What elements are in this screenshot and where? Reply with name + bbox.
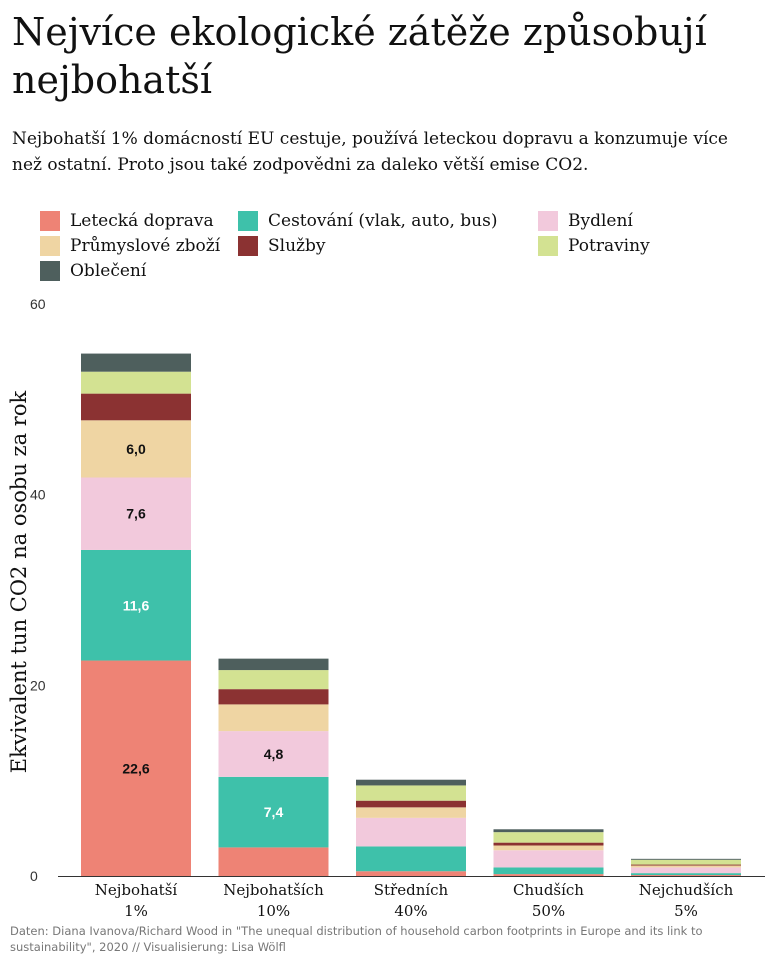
bar-segment <box>631 867 741 874</box>
bar-segment <box>81 371 191 394</box>
data-label: 22,6 <box>122 760 149 776</box>
bar-segment <box>493 845 604 851</box>
x-tick-label: 5% <box>674 902 698 920</box>
legend-label: Oblečení <box>70 261 147 281</box>
legend-swatch <box>538 236 558 256</box>
bar-segment <box>356 785 466 801</box>
data-label: 6,0 <box>126 441 146 457</box>
y-tick-label: 40 <box>30 487 46 503</box>
bar-segment <box>631 859 741 865</box>
bar-segment <box>218 731 329 777</box>
bar-segment <box>218 658 329 671</box>
legend-swatch <box>238 211 258 231</box>
chart-subtitle: Nejbohatší 1% domácností EU cestuje, pou… <box>12 129 728 175</box>
legend-label: Cestování (vlak, auto, bus) <box>268 211 498 231</box>
legend-item: Oblečení <box>40 261 146 281</box>
bar-segment <box>493 832 604 843</box>
bar-segment <box>631 864 741 866</box>
bar-segment <box>493 829 604 833</box>
legend-item: Bydlení <box>538 211 633 231</box>
stacked-bar-chart: 0 20 40 60 Ekvivalent tun CO2 na osobu za ro… <box>7 296 765 920</box>
legend-swatch <box>238 236 258 256</box>
bar-segment <box>631 873 741 876</box>
bar-segment <box>356 817 466 847</box>
data-label: 4,8 <box>264 746 284 762</box>
legend-swatch <box>538 211 558 231</box>
data-label: 11,6 <box>123 597 150 613</box>
x-tick-label: Nejbohatší <box>95 881 178 899</box>
legend-label: Potraviny <box>568 236 650 256</box>
bar-segment <box>631 875 741 876</box>
bar-segment <box>356 807 466 818</box>
legend-swatch <box>40 261 60 281</box>
bar-segment <box>493 867 604 875</box>
bar-segment <box>81 420 191 478</box>
bar-segment <box>356 800 466 808</box>
x-tick-label: Nejbohatších <box>223 881 324 899</box>
bar-segment <box>631 858 741 860</box>
bar-segment <box>81 660 191 876</box>
legend-label: Bydlení <box>568 211 633 231</box>
bar-segment <box>356 779 466 786</box>
source-note: Daten: Diana Ivanova/Richard Wood in "Th… <box>10 924 703 954</box>
legend-item: Potraviny <box>538 236 650 256</box>
bar-segment <box>493 842 604 846</box>
x-tick-label: 40% <box>394 902 427 920</box>
legend-item: Letecká doprava <box>40 211 214 231</box>
bar-segment <box>218 670 329 690</box>
legend-label: Průmyslové zboží <box>70 236 221 256</box>
x-tick-label: Nejchudších <box>639 881 734 899</box>
data-label: 7,6 <box>126 506 146 522</box>
bar-segment <box>218 704 329 732</box>
x-tick-label: 50% <box>532 902 565 920</box>
x-tick-label: 1% <box>124 902 148 920</box>
x-tick-label: Chudších <box>513 881 584 899</box>
legend-label: Letecká doprava <box>70 211 214 231</box>
bar-segment <box>218 847 329 876</box>
legend-swatch <box>40 236 60 256</box>
bar-segment <box>493 850 604 868</box>
data-label: 7,4 <box>264 804 284 820</box>
bar-segment <box>81 353 191 372</box>
bar-segment <box>631 865 741 868</box>
bar-segment <box>81 549 191 661</box>
legend-swatch <box>40 211 60 231</box>
x-tick-label: 10% <box>257 902 290 920</box>
legend-item: Cestování (vlak, auto, bus) <box>238 211 497 231</box>
bar-segment <box>81 393 191 421</box>
legend-item: Průmyslové zboží <box>40 236 220 256</box>
bar-segment <box>218 776 329 848</box>
legend-item: Služby <box>238 236 325 256</box>
y-tick-label: 20 <box>30 677 46 693</box>
y-tick-label: 60 <box>30 296 46 312</box>
bar-segment <box>218 689 329 705</box>
bar-segment <box>81 477 191 550</box>
y-tick-label: 0 <box>30 868 38 884</box>
chart-title: Nejvíce ekologické zátěže způsobují nejb… <box>12 10 707 102</box>
legend-label: Služby <box>268 236 326 256</box>
y-axis-label: Ekvivalent tun CO2 na osobu za rok <box>7 391 31 774</box>
bar-segment <box>493 874 604 876</box>
bar-segment <box>356 871 466 876</box>
bar-segment <box>356 846 466 872</box>
x-tick-label: Středních <box>374 881 449 899</box>
